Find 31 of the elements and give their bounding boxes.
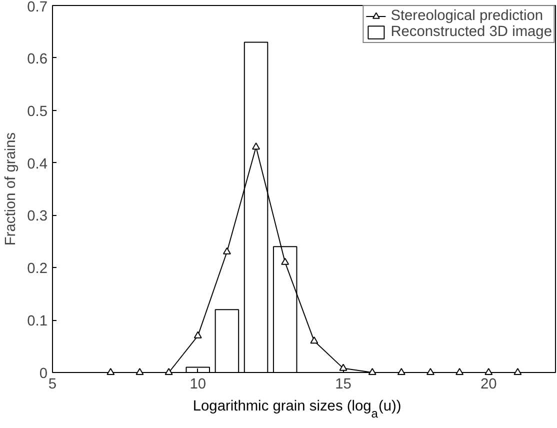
y-tick-label: 0.5 — [27, 104, 48, 120]
y-tick-label: 0 — [39, 366, 48, 382]
point — [136, 368, 144, 376]
y-tick-label: 0.7 — [27, 0, 48, 16]
y-tick-label: 0.2 — [27, 261, 48, 278]
point — [164, 368, 173, 376]
y-tick-label: 0.3 — [27, 208, 48, 225]
point — [106, 368, 115, 376]
point — [456, 368, 464, 376]
y-axis-title: Fraction of grains — [3, 132, 20, 246]
point — [310, 336, 318, 344]
x-tick-label: 10 — [190, 376, 206, 392]
y-tick-label: 0.6 — [27, 51, 48, 68]
bar — [214, 309, 240, 372]
point — [368, 368, 376, 376]
legend-label: Stereological prediction — [390, 8, 544, 24]
legend-label: Reconstructed 3D image — [390, 24, 552, 40]
point — [252, 142, 260, 150]
x-tick-label: 5 — [48, 376, 57, 392]
point — [281, 258, 290, 265]
point — [194, 331, 202, 338]
y-tick-label: 0.4 — [27, 156, 48, 172]
point — [397, 368, 406, 376]
x-tick-label: 15 — [335, 376, 352, 392]
point — [514, 368, 522, 376]
point — [484, 368, 493, 376]
x-tick-label: 20 — [480, 376, 497, 392]
point — [426, 368, 434, 376]
y-tick-label: 0.1 — [27, 314, 48, 330]
point — [222, 247, 231, 254]
point — [339, 364, 348, 371]
